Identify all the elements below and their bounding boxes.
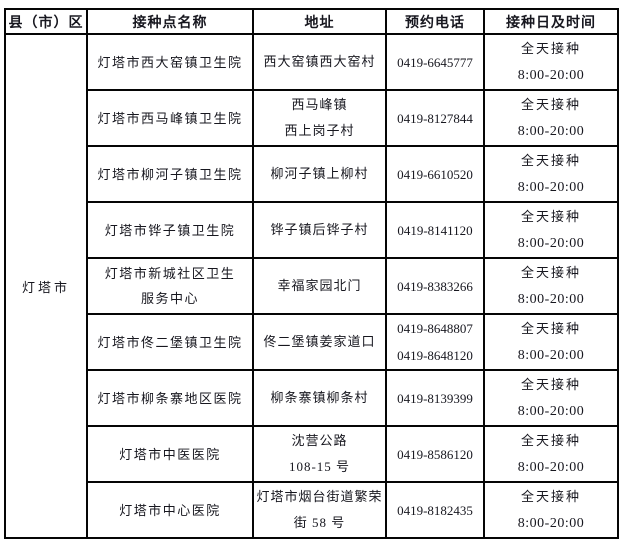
phone-cell: 0419-8139399	[385, 369, 485, 427]
site-name-cell: 灯塔市西大窑镇卫生院	[86, 33, 254, 91]
site-name-cell: 灯塔市西马峰镇卫生院	[86, 89, 254, 147]
schedule-cell: 全天接种 8:00-20:00	[483, 257, 619, 315]
phone-cell: 0419-8127844	[385, 89, 485, 147]
phone-cell: 0419-8141120	[385, 201, 485, 259]
schedule-hours: 8:00-20:00	[517, 348, 585, 363]
schedule-hours: 8:00-20:00	[517, 236, 585, 251]
table-row: 灯塔市佟二堡镇卫生院 佟二堡镇姜家道口 0419-8648807 0419-86…	[5, 313, 619, 371]
schedule-label: 全天接种	[520, 153, 581, 168]
header-address: 地址	[252, 8, 387, 35]
table-row: 灯塔市铧子镇卫生院 铧子镇后铧子村 0419-8141120 全天接种 8:00…	[5, 201, 619, 259]
table-row: 灯塔市中医医院 沈营公路 108-15 号 0419-8586120 全天接种 …	[5, 425, 619, 483]
schedule-label: 全天接种	[520, 489, 581, 504]
schedule-cell: 全天接种 8:00-20:00	[483, 89, 619, 147]
header-phone: 预约电话	[385, 8, 485, 35]
site-name-cell: 灯塔市中医医院	[86, 425, 254, 483]
site-name-cell: 灯塔市柳河子镇卫生院	[86, 145, 254, 203]
table-row: 灯塔市新城社区卫生 服务中心 幸福家园北门 0419-8383266 全天接种 …	[5, 257, 619, 315]
header-district: 县（市）区	[4, 8, 88, 35]
schedule-hours: 8:00-20:00	[517, 404, 585, 419]
phone-cell: 0419-8586120	[385, 425, 485, 483]
schedule-cell: 全天接种 8:00-20:00	[483, 369, 619, 427]
table-row: 灯塔市中心医院 灯塔市烟台街道繁荣 街 58 号 0419-8182435 全天…	[5, 481, 619, 539]
schedule-hours: 8:00-20:00	[517, 124, 585, 139]
site-name-cell: 灯塔市佟二堡镇卫生院	[86, 313, 254, 371]
schedule-cell: 全天接种 8:00-20:00	[483, 145, 619, 203]
address-cell: 佟二堡镇姜家道口	[252, 313, 387, 371]
header-schedule: 接种日及时间	[483, 8, 619, 35]
site-name-cell: 灯塔市中心医院	[86, 481, 254, 539]
phone-cell: 0419-8182435	[385, 481, 485, 539]
schedule-label: 全天接种	[520, 97, 581, 112]
schedule-label: 全天接种	[520, 209, 581, 224]
schedule-hours: 8:00-20:00	[517, 180, 585, 195]
table-row: 灯塔市 灯塔市西大窑镇卫生院 西大窑镇西大窑村 0419-6645777 全天接…	[4, 33, 619, 539]
address-cell: 西大窑镇西大窑村	[252, 33, 387, 91]
table-header-row: 县（市）区 接种点名称 地址 预约电话 接种日及时间	[4, 8, 619, 35]
phone-cell: 0419-8383266	[385, 257, 485, 315]
schedule-hours: 8:00-20:00	[517, 516, 585, 531]
address-cell: 柳河子镇上柳村	[252, 145, 387, 203]
table-row: 灯塔市西马峰镇卫生院 西马峰镇 西上岗子村 0419-8127844 全天接种 …	[5, 89, 619, 147]
district-cell: 灯塔市	[4, 33, 88, 539]
schedule-label: 全天接种	[520, 265, 581, 280]
address-cell: 幸福家园北门	[252, 257, 387, 315]
schedule-label: 全天接种	[520, 377, 581, 392]
schedule-hours: 8:00-20:00	[517, 68, 585, 83]
table-row: 灯塔市柳条寨地区医院 柳条寨镇柳条村 0419-8139399 全天接种 8:0…	[5, 369, 619, 427]
schedule-cell: 全天接种 8:00-20:00	[483, 313, 619, 371]
schedule-label: 全天接种	[520, 41, 581, 56]
schedule-hours: 8:00-20:00	[517, 460, 585, 475]
schedule-label: 全天接种	[520, 321, 581, 336]
schedule-cell: 全天接种 8:00-20:00	[483, 201, 619, 259]
phone-cell: 0419-6645777	[385, 33, 485, 91]
address-cell: 灯塔市烟台街道繁荣 街 58 号	[252, 481, 387, 539]
address-cell: 柳条寨镇柳条村	[252, 369, 387, 427]
site-name-cell: 灯塔市新城社区卫生 服务中心	[86, 257, 254, 315]
header-site-name: 接种点名称	[86, 8, 254, 35]
schedule-cell: 全天接种 8:00-20:00	[483, 33, 619, 91]
address-cell: 西马峰镇 西上岗子村	[252, 89, 387, 147]
address-cell: 铧子镇后铧子村	[252, 201, 387, 259]
schedule-cell: 全天接种 8:00-20:00	[483, 481, 619, 539]
vaccination-sites-table: 县（市）区 接种点名称 地址 预约电话 接种日及时间 灯塔市 灯塔市西大窑镇卫生…	[4, 8, 619, 539]
schedule-cell: 全天接种 8:00-20:00	[483, 425, 619, 483]
site-name-cell: 灯塔市柳条寨地区医院	[86, 369, 254, 427]
schedule-label: 全天接种	[520, 433, 581, 448]
schedule-hours: 8:00-20:00	[517, 292, 585, 307]
phone-cell: 0419-8648807 0419-8648120	[385, 313, 485, 371]
site-name-cell: 灯塔市铧子镇卫生院	[86, 201, 254, 259]
phone-cell: 0419-6610520	[385, 145, 485, 203]
table-row: 灯塔市柳河子镇卫生院 柳河子镇上柳村 0419-6610520 全天接种 8:0…	[5, 145, 619, 203]
address-cell: 沈营公路 108-15 号	[252, 425, 387, 483]
